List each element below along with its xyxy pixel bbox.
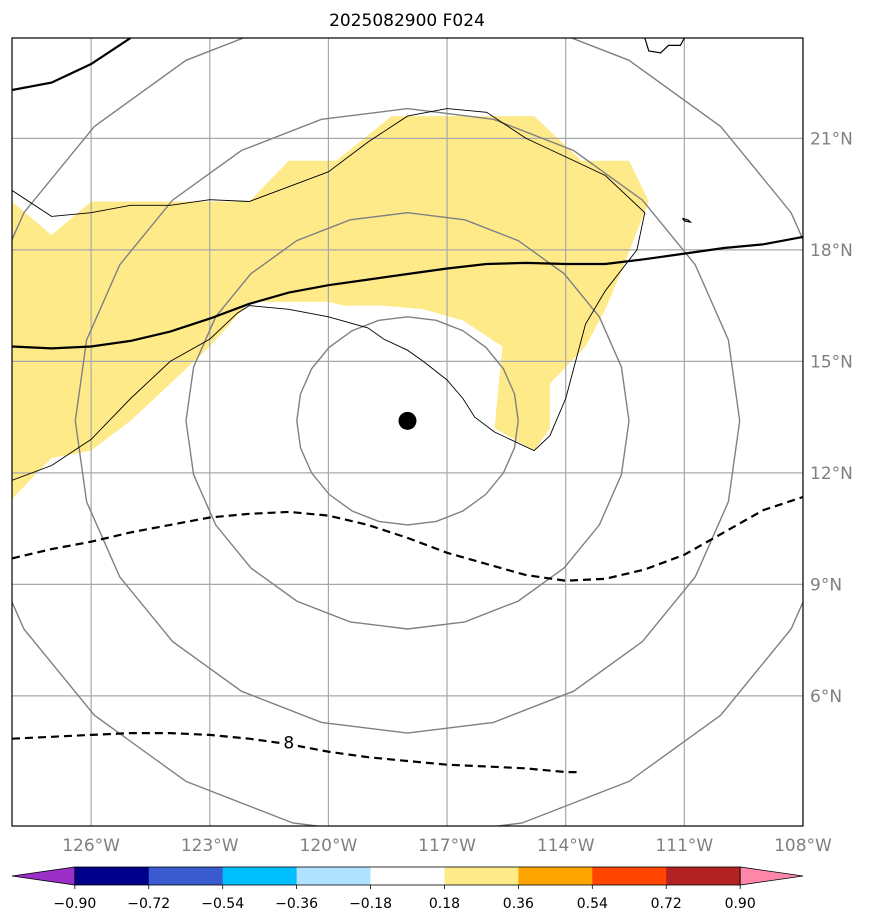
colorbar-tick-label: −0.54 — [201, 896, 244, 912]
lat-tick-label: 6°N — [810, 687, 842, 707]
contour-line — [12, 38, 132, 92]
colorbar-bin — [666, 867, 741, 885]
storm-center-dot — [398, 411, 417, 430]
colorbar-tick-label: 0.36 — [503, 896, 534, 912]
contour-layer: 8 — [12, 38, 803, 774]
colorbar-bin — [148, 867, 224, 885]
colorbar-bin — [518, 867, 593, 885]
colorbar-extend-low — [11, 866, 76, 886]
colorbar-bin — [444, 867, 519, 885]
shaded-field-layer — [12, 116, 649, 499]
lat-tick-label: 18°N — [810, 241, 853, 261]
lat-tick-label: 21°N — [810, 129, 853, 149]
map-area: 8 — [12, 38, 803, 826]
contour-label-bg — [279, 731, 298, 752]
colorbar-bin — [74, 867, 150, 885]
colorbar-tick-label: −0.36 — [275, 896, 318, 912]
lon-tick-label: 126°W — [62, 836, 120, 856]
colorbar-tick-label: 0.90 — [725, 896, 756, 912]
colorbar-tick-label: 0.54 — [577, 896, 608, 912]
contour-line — [12, 495, 803, 582]
lon-tick-labels: 126°W 123°W 120°W 117°W 114°W 111°W 108°W — [62, 836, 832, 856]
colorbar-tick-label: −0.72 — [127, 896, 170, 912]
coastline-layer — [12, 38, 693, 481]
lon-tick-label: 111°W — [655, 836, 713, 856]
lat-tick-label: 15°N — [810, 352, 853, 372]
range-rings — [12, 38, 803, 826]
colorbar: −0.90 −0.72 −0.54 −0.36 −0.18 0.18 0.36 0.54 0.7… — [11, 866, 804, 912]
lon-tick-label: 123°W — [181, 836, 239, 856]
lat-tick-labels: 6°N 9°N 12°N 15°N 18°N 21°N — [810, 129, 853, 707]
range-ring — [74, 107, 741, 734]
lat-tick-label: 9°N — [810, 575, 842, 595]
island-outline — [644, 38, 685, 54]
storm-center-layer — [398, 411, 417, 430]
colorbar-bin — [222, 867, 298, 885]
chart-title: 2025082900 F024 — [329, 11, 485, 31]
map-frame — [11, 37, 804, 827]
range-ring — [12, 38, 803, 826]
range-ring — [185, 211, 630, 630]
lon-tick-label: 114°W — [537, 836, 595, 856]
colorbar-bin — [592, 867, 667, 885]
lat-tick-label: 12°N — [810, 464, 853, 484]
contour-label: 8 — [283, 733, 294, 753]
lon-tick-label: 117°W — [418, 836, 476, 856]
gridlines — [12, 38, 803, 826]
range-ring — [296, 316, 519, 526]
contour-line — [12, 235, 803, 350]
colorbar-bin — [296, 867, 372, 885]
contour-line — [12, 731, 582, 774]
coastline — [12, 108, 646, 481]
lon-tick-label: 120°W — [300, 836, 358, 856]
colorbar-tick-label: 0.72 — [651, 896, 682, 912]
colorbar-tick-label: −0.90 — [53, 896, 96, 912]
lon-tick-label: 108°W — [774, 836, 832, 856]
island-outline — [681, 217, 693, 223]
shaded-region — [12, 116, 649, 499]
colorbar-tick-label: −0.18 — [349, 896, 392, 912]
colorbar-tick-label: 0.18 — [429, 896, 460, 912]
colorbar-extend-high — [739, 866, 804, 886]
colorbar-frame — [74, 866, 741, 886]
colorbar-bin — [370, 867, 445, 885]
